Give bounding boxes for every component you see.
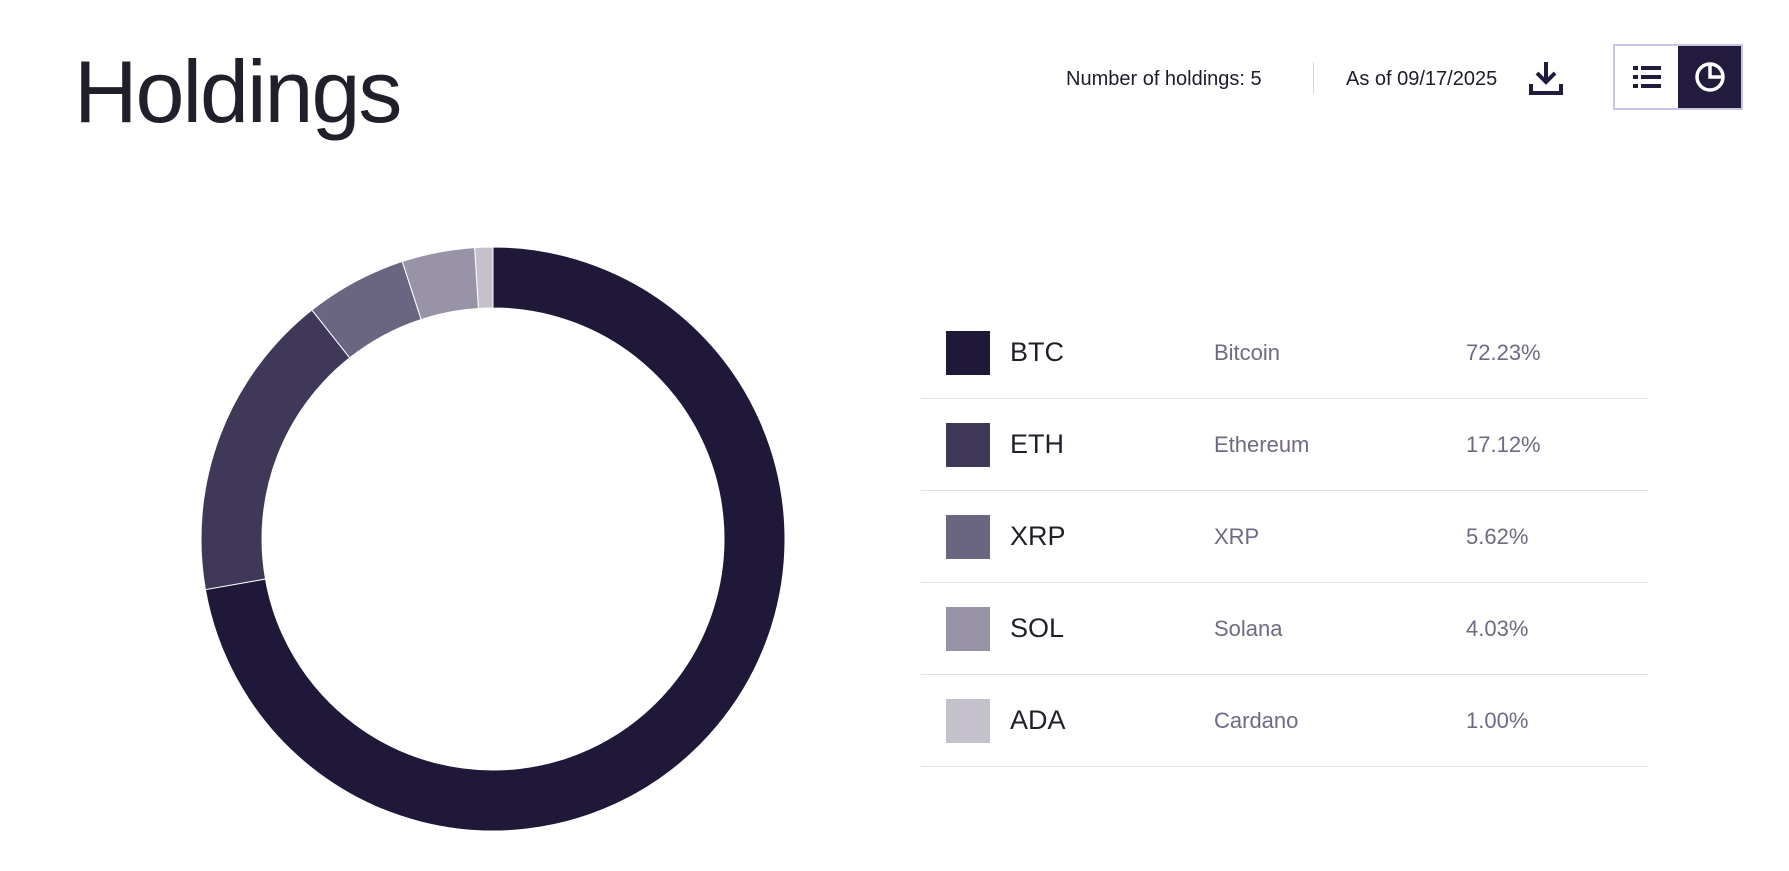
legend-swatch <box>946 607 990 651</box>
meta-divider <box>1313 62 1314 94</box>
pie-chart-icon <box>1694 62 1725 92</box>
legend-swatch <box>946 515 990 559</box>
page-title: Holdings <box>74 42 402 141</box>
legend-swatch <box>946 331 990 375</box>
donut-chart-svg <box>200 246 786 832</box>
legend-ticker: BTC <box>1010 337 1064 367</box>
holdings-legend: BTC Bitcoin 72.23% ETH Ethereum 17.12% X… <box>921 307 1648 767</box>
donut-slice-btc[interactable] <box>204 246 786 832</box>
legend-percent: 1.00% <box>1466 708 1529 733</box>
list-view-icon <box>1632 66 1661 88</box>
legend-swatch <box>946 423 990 467</box>
legend-row-xrp[interactable]: XRP XRP 5.62% <box>921 491 1648 583</box>
legend-name: XRP <box>1214 524 1260 549</box>
legend-ticker: XRP <box>1010 521 1066 551</box>
view-toggle <box>1613 44 1743 110</box>
legend-name: Cardano <box>1214 708 1299 733</box>
legend-percent: 5.62% <box>1466 524 1529 549</box>
chart-view-button[interactable] <box>1678 46 1741 108</box>
legend-row-ada[interactable]: ADA Cardano 1.00% <box>921 675 1648 767</box>
legend-name: Solana <box>1214 616 1283 641</box>
donut-slice-eth[interactable] <box>200 309 351 591</box>
as-of-date: As of 09/17/2025 <box>1346 67 1498 90</box>
holdings-count: Number of holdings: 5 <box>1066 67 1262 90</box>
legend-percent: 17.12% <box>1466 432 1541 457</box>
donut-slice-ada[interactable] <box>474 246 494 309</box>
legend-percent: 4.03% <box>1466 616 1529 641</box>
legend-ticker: ADA <box>1010 705 1066 735</box>
legend-ticker: ETH <box>1010 429 1064 459</box>
list-view-button[interactable] <box>1615 46 1678 108</box>
legend-name: Bitcoin <box>1214 340 1281 365</box>
download-button[interactable] <box>1527 58 1565 98</box>
legend-row-sol[interactable]: SOL Solana 4.03% <box>921 583 1648 675</box>
legend-name: Ethereum <box>1214 432 1310 457</box>
download-icon <box>1529 62 1563 95</box>
legend-row-btc[interactable]: BTC Bitcoin 72.23% <box>921 307 1648 399</box>
holdings-donut-chart <box>200 246 786 832</box>
legend-percent: 72.23% <box>1466 340 1541 365</box>
legend-row-eth[interactable]: ETH Ethereum 17.12% <box>921 399 1648 491</box>
legend-ticker: SOL <box>1010 613 1065 643</box>
legend-swatch <box>946 699 990 743</box>
